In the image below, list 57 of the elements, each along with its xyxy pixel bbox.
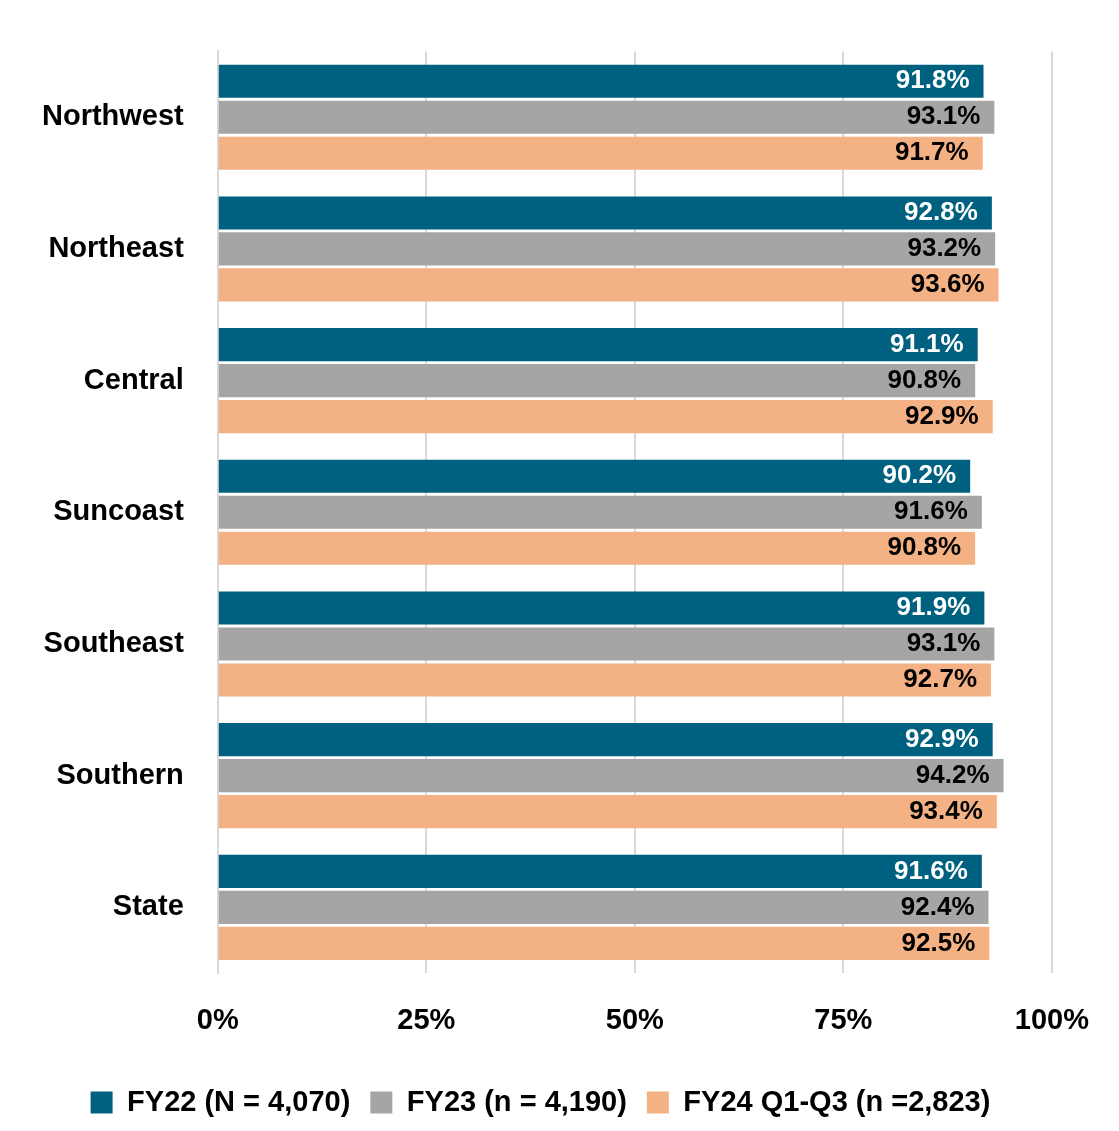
data-label: 94.2% <box>915 758 990 789</box>
y-tick-label: Northeast <box>48 230 185 263</box>
data-label: 90.8% <box>887 531 962 562</box>
bar <box>218 400 993 434</box>
data-label: 93.2% <box>907 232 982 263</box>
data-label: 92.8% <box>904 196 978 227</box>
data-label: 91.6% <box>894 854 968 885</box>
bar <box>218 627 995 661</box>
data-label: 93.6% <box>910 268 985 299</box>
bar <box>218 854 982 888</box>
y-tick-label: Suncoast <box>53 494 185 527</box>
x-tick-label: 25% <box>397 1002 456 1035</box>
bar <box>218 232 996 266</box>
bar <box>218 136 983 170</box>
y-tick-label: Northwest <box>41 99 185 132</box>
bar <box>218 531 976 565</box>
data-label: 90.2% <box>882 459 957 490</box>
data-label: 91.6% <box>894 495 968 526</box>
data-label: 92.9% <box>904 722 979 753</box>
y-tick-label: Central <box>83 362 184 395</box>
bar <box>218 64 984 98</box>
bar <box>218 926 990 960</box>
legend-label: FY23 (n = 4,190) <box>406 1084 627 1117</box>
x-tick-label: 50% <box>605 1002 665 1035</box>
y-tick-label: State <box>112 889 184 922</box>
x-tick-label: 100% <box>1014 1002 1090 1035</box>
bar <box>218 890 989 924</box>
y-tick-label: Southeast <box>43 625 185 658</box>
data-label: 91.1% <box>889 327 964 358</box>
data-label: 92.5% <box>901 926 976 957</box>
data-label: 91.9% <box>896 591 971 622</box>
bar <box>218 591 985 625</box>
x-tick-label: 75% <box>814 1002 873 1035</box>
data-label: 92.7% <box>903 663 978 694</box>
data-label: 91.8% <box>895 64 970 95</box>
bar <box>218 759 1004 793</box>
legend-label: FY24 Q1-Q3 (n =2,823) <box>683 1084 991 1117</box>
data-label: 93.1% <box>906 100 981 131</box>
data-label: 93.4% <box>909 794 983 825</box>
bar <box>218 100 995 134</box>
legend-label: FY22 (N = 4,070) <box>127 1084 351 1117</box>
bar <box>218 723 993 757</box>
x-tick-label: 0% <box>196 1002 239 1035</box>
bar <box>218 495 982 529</box>
bar <box>218 459 971 493</box>
bar <box>218 795 997 829</box>
data-label: 91.7% <box>894 136 969 167</box>
bar <box>218 328 978 362</box>
bar <box>218 268 999 302</box>
bar <box>218 364 976 398</box>
data-label: 92.4% <box>900 890 975 921</box>
data-label: 93.1% <box>906 627 981 658</box>
data-label: 92.9% <box>904 399 979 430</box>
y-tick-label: Southern <box>56 757 184 790</box>
bar <box>218 196 992 230</box>
bar <box>218 663 992 697</box>
data-label: 90.8% <box>887 363 962 394</box>
